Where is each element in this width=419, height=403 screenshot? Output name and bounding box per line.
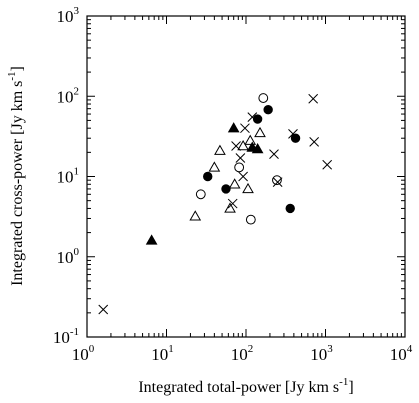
open-triangle-point <box>214 144 226 155</box>
open-circle-point <box>245 214 256 225</box>
open-triangle-point <box>237 139 249 151</box>
open-triangle-point <box>254 126 266 138</box>
open-circle-point <box>258 93 269 103</box>
cross-point <box>238 171 248 182</box>
filled-triangle-point <box>145 234 158 245</box>
filled-circle-point <box>263 104 273 115</box>
cross-point <box>288 128 298 139</box>
open-circle-point <box>195 189 206 200</box>
y-tick-label: 103 <box>57 5 80 26</box>
cross-point <box>247 112 258 122</box>
y-tick-label: 101 <box>57 166 80 187</box>
x-axis-label: Integrated total-power [Jy km s-1] <box>138 376 353 396</box>
data-markers <box>98 93 333 315</box>
cross-point <box>240 123 250 134</box>
filled-circle-point <box>290 133 301 143</box>
filled-circle-point <box>221 184 231 194</box>
x-tick-label: 103 <box>310 343 333 364</box>
filled-circle-point <box>203 171 213 182</box>
axis-ticks <box>86 16 405 338</box>
cross-point <box>308 93 319 104</box>
x-tick-label: 100 <box>72 343 95 364</box>
cross-point <box>227 198 238 209</box>
x-tick-labels: 100 101 102 103 104 <box>72 343 413 364</box>
open-triangle-point <box>244 134 257 145</box>
cross-point <box>269 149 279 159</box>
open-triangle-point <box>189 210 202 221</box>
y-tick-label: 102 <box>57 85 80 106</box>
cross-point <box>98 304 109 315</box>
plot-frame <box>86 15 406 338</box>
open-triangle-point <box>224 202 236 213</box>
open-circle-point <box>272 175 282 186</box>
filled-triangle-point <box>251 143 264 154</box>
x-tick-label: 104 <box>390 343 413 364</box>
y-axis-label: Integrated cross-power [Jy km s-1] <box>6 66 26 286</box>
filled-circle-point <box>285 203 295 214</box>
cross-point <box>235 153 246 163</box>
filled-triangle-point <box>227 122 240 133</box>
y-tick-label: 100 <box>57 246 80 267</box>
open-circle-point <box>234 162 245 173</box>
cross-point <box>309 137 320 147</box>
y-tick-labels: 10-1 100 101 102 103 <box>53 5 80 347</box>
open-triangle-point <box>228 178 241 189</box>
open-triangle-point <box>208 161 221 172</box>
x-tick-label: 102 <box>231 343 254 364</box>
cross-point <box>272 177 283 188</box>
y-tick-label: 10-1 <box>53 326 79 347</box>
filled-circle-point <box>252 114 263 124</box>
x-tick-label: 101 <box>151 343 174 364</box>
open-triangle-point <box>242 182 254 194</box>
cross-point <box>231 141 241 151</box>
cross-point <box>322 159 333 170</box>
